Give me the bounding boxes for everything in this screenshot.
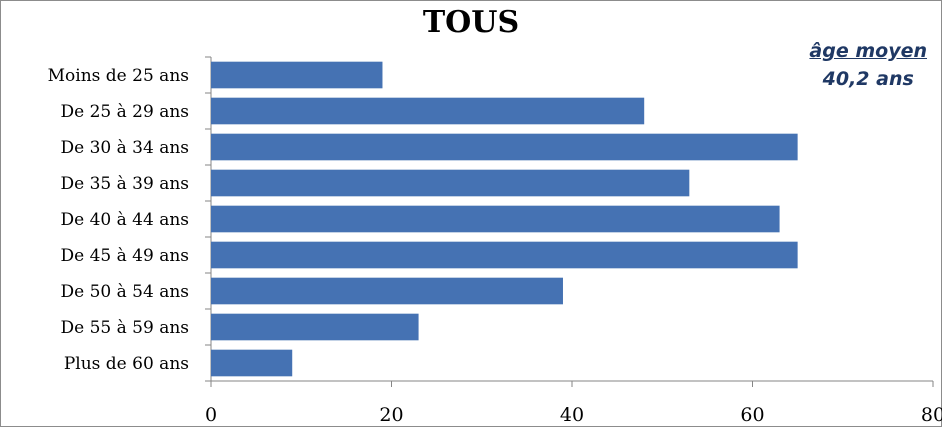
- x-tick-label: 0: [205, 404, 217, 426]
- x-tick-label: 80: [921, 404, 942, 426]
- bar: [211, 205, 780, 233]
- bar: [211, 241, 798, 269]
- category-label: De 55 à 59 ans: [60, 318, 189, 338]
- bar: [211, 349, 293, 377]
- category-label: De 35 à 39 ans: [60, 174, 189, 194]
- category-label: De 40 à 44 ans: [60, 210, 189, 230]
- bar: [211, 61, 383, 89]
- average-age-value: 40,2 ans: [822, 68, 914, 90]
- category-label: De 45 à 49 ans: [60, 246, 189, 266]
- chart-title: TOUS: [422, 5, 520, 40]
- x-tick-label: 20: [379, 404, 403, 426]
- category-label: Moins de 25 ans: [48, 66, 189, 86]
- bar: [211, 97, 645, 125]
- category-label: De 25 à 29 ans: [60, 102, 189, 122]
- bar: [211, 169, 690, 197]
- average-age-annotation: âge moyen 40,2 ans: [809, 37, 927, 93]
- bar: [211, 133, 798, 161]
- x-tick-label: 40: [560, 404, 584, 426]
- category-label: De 50 à 54 ans: [60, 282, 189, 302]
- bar: [211, 277, 563, 305]
- category-label: Plus de 60 ans: [64, 354, 189, 374]
- category-label: De 30 à 34 ans: [60, 138, 189, 158]
- average-age-label: âge moyen: [809, 40, 927, 62]
- x-tick-label: 60: [740, 404, 764, 426]
- bar: [211, 313, 419, 341]
